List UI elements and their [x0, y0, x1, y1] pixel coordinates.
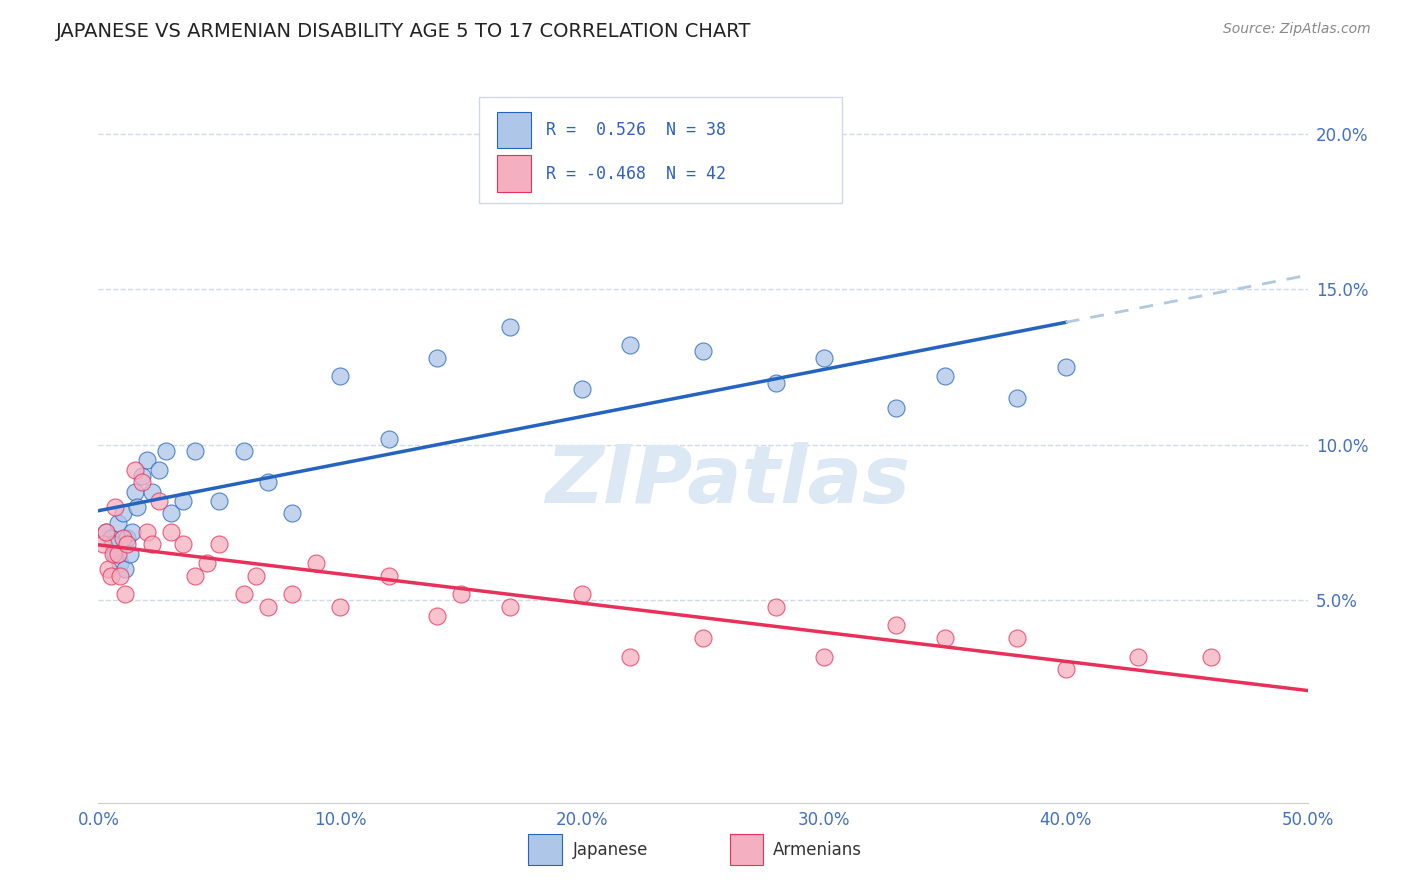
- Point: [329, 599, 352, 614]
- Point: [148, 494, 170, 508]
- Point: [111, 506, 134, 520]
- Point: [232, 587, 254, 601]
- Point: [135, 524, 157, 539]
- Point: [692, 344, 714, 359]
- Point: [934, 369, 956, 384]
- Point: [1007, 391, 1029, 405]
- Text: ZIPatlas: ZIPatlas: [544, 442, 910, 520]
- Point: [886, 401, 908, 415]
- Point: [141, 537, 163, 551]
- Bar: [498, 112, 531, 148]
- Point: [155, 444, 177, 458]
- Point: [934, 631, 956, 645]
- Point: [1007, 631, 1029, 645]
- Text: R = -0.468  N = 42: R = -0.468 N = 42: [546, 165, 725, 183]
- Bar: [730, 834, 763, 865]
- Point: [100, 531, 122, 545]
- Point: [160, 524, 183, 539]
- Point: [91, 537, 114, 551]
- Point: [765, 376, 787, 390]
- Point: [104, 500, 127, 515]
- Point: [101, 547, 124, 561]
- Point: [281, 587, 304, 601]
- Point: [107, 547, 129, 561]
- Text: R =  0.526  N = 38: R = 0.526 N = 38: [546, 121, 725, 139]
- Text: Japanese: Japanese: [572, 840, 648, 859]
- Point: [1199, 649, 1222, 664]
- Bar: [498, 155, 531, 192]
- Point: [131, 469, 153, 483]
- Point: [498, 319, 520, 334]
- Point: [1054, 359, 1077, 374]
- Point: [426, 351, 449, 365]
- Point: [108, 568, 131, 582]
- Point: [127, 500, 149, 515]
- Point: [281, 506, 304, 520]
- Point: [107, 516, 129, 530]
- Point: [97, 562, 120, 576]
- Point: [195, 556, 218, 570]
- Point: [619, 649, 641, 664]
- Point: [117, 537, 139, 551]
- Point: [101, 537, 124, 551]
- Point: [111, 531, 134, 545]
- Text: Armenians: Armenians: [773, 840, 862, 859]
- Point: [329, 369, 352, 384]
- Point: [813, 649, 835, 664]
- Point: [377, 432, 399, 446]
- Point: [184, 568, 207, 582]
- Point: [121, 524, 143, 539]
- Point: [426, 609, 449, 624]
- FancyBboxPatch shape: [479, 97, 842, 203]
- Point: [94, 524, 117, 539]
- Point: [1054, 662, 1077, 676]
- Point: [100, 568, 122, 582]
- Point: [232, 444, 254, 458]
- Point: [571, 382, 593, 396]
- Point: [184, 444, 207, 458]
- Point: [131, 475, 153, 490]
- Point: [104, 547, 127, 561]
- Point: [118, 547, 141, 561]
- Point: [692, 631, 714, 645]
- Text: Source: ZipAtlas.com: Source: ZipAtlas.com: [1223, 22, 1371, 37]
- Point: [124, 463, 146, 477]
- Point: [571, 587, 593, 601]
- Point: [141, 484, 163, 499]
- Point: [245, 568, 267, 582]
- Point: [886, 618, 908, 632]
- Point: [498, 599, 520, 614]
- Point: [305, 556, 328, 570]
- Point: [124, 484, 146, 499]
- Point: [117, 531, 139, 545]
- Point: [765, 599, 787, 614]
- Point: [813, 351, 835, 365]
- Point: [108, 556, 131, 570]
- Point: [114, 587, 136, 601]
- Point: [148, 463, 170, 477]
- Point: [619, 338, 641, 352]
- Bar: [527, 834, 561, 865]
- Point: [1128, 649, 1150, 664]
- Point: [172, 494, 194, 508]
- Point: [94, 524, 117, 539]
- Point: [160, 506, 183, 520]
- Point: [208, 537, 231, 551]
- Text: JAPANESE VS ARMENIAN DISABILITY AGE 5 TO 17 CORRELATION CHART: JAPANESE VS ARMENIAN DISABILITY AGE 5 TO…: [56, 22, 752, 41]
- Point: [256, 475, 278, 490]
- Point: [114, 562, 136, 576]
- Point: [377, 568, 399, 582]
- Point: [450, 587, 472, 601]
- Point: [135, 453, 157, 467]
- Point: [256, 599, 278, 614]
- Point: [172, 537, 194, 551]
- Point: [208, 494, 231, 508]
